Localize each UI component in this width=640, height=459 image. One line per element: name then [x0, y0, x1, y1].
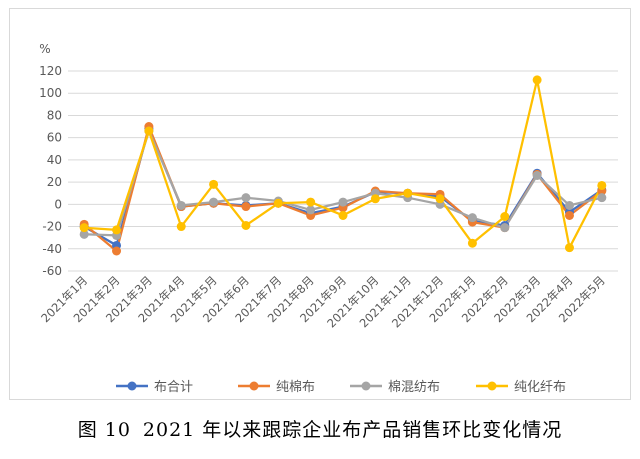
series-line-4: [84, 78, 603, 249]
data-point: [500, 223, 510, 233]
legend-marker-4: [487, 381, 497, 391]
data-point: [241, 220, 251, 230]
data-point: [176, 222, 186, 232]
data-point: [500, 212, 510, 222]
data-point: [79, 229, 89, 239]
legend-label-1: 布合计: [154, 380, 193, 395]
data-point: [176, 200, 186, 210]
y-tick-label: 0: [54, 197, 62, 211]
series-line-2: [83, 125, 603, 253]
data-point: [564, 210, 574, 220]
series-points: [79, 75, 607, 256]
y-tick-label: 100: [39, 86, 62, 100]
legend-marker-1: [127, 381, 137, 391]
legend-label-3: 棉混纺布: [388, 380, 440, 395]
y-tick-label: -20: [42, 220, 62, 234]
data-point: [112, 225, 122, 235]
data-point: [209, 197, 219, 207]
data-point: [564, 243, 574, 253]
data-point: [467, 238, 477, 248]
legend: 布合计 纯棉布 棉混纺布 纯化纤布: [116, 380, 566, 395]
data-point: [532, 75, 542, 85]
series-lines: [83, 78, 603, 253]
data-point: [209, 179, 219, 189]
data-point: [370, 194, 380, 204]
legend-label-4: 纯化纤布: [514, 380, 566, 395]
figure-caption: 图 10 2021 年以来跟踪企业布产品销售环比变化情况: [0, 415, 640, 442]
x-axis-tick-labels: 2021年1月2021年2月2021年3月2021年4月2021年5月2021年…: [38, 273, 608, 330]
data-point: [597, 193, 607, 203]
y-tick-label: 20: [47, 175, 62, 189]
legend-marker-2: [249, 381, 259, 391]
y-tick-label: 120: [39, 64, 62, 78]
data-point: [532, 170, 542, 180]
legend-label-2: 纯棉布: [276, 380, 315, 395]
y-tick-label: -40: [42, 242, 62, 256]
data-point: [306, 205, 316, 215]
data-point: [306, 197, 316, 207]
series-line-1: [83, 127, 603, 247]
data-point: [144, 126, 154, 136]
data-point: [112, 246, 122, 256]
y-tick-label: 60: [47, 131, 62, 145]
y-tick-label: 80: [47, 108, 62, 122]
y-axis-tick-labels: -60 -40 -20 0 20 40 60 80 100 120: [39, 64, 62, 278]
data-point: [403, 188, 413, 198]
data-point: [241, 193, 251, 203]
line-chart: % -60 -40 -20 0 20 40 60 80 100 120 2021年1月2021年2…: [38, 42, 618, 395]
data-point: [79, 223, 89, 233]
y-axis-unit-label: %: [39, 42, 50, 56]
data-point: [597, 180, 607, 190]
data-point: [467, 213, 477, 223]
data-point: [273, 198, 283, 208]
legend-marker-3: [361, 381, 371, 391]
figure-caption-text: 2021 年以来跟踪企业布产品销售环比变化情况: [142, 419, 563, 441]
figure-number: 图 10: [77, 419, 131, 441]
data-point: [338, 210, 348, 220]
chart-frame: % -60 -40 -20 0 20 40 60 80 100 120 2021年1月 2021年2…: [9, 8, 631, 400]
y-tick-label: -60: [42, 264, 62, 278]
data-point: [435, 194, 445, 204]
y-tick-label: 40: [47, 153, 62, 167]
data-point: [241, 202, 251, 212]
data-point: [338, 197, 348, 207]
data-point: [564, 200, 574, 210]
